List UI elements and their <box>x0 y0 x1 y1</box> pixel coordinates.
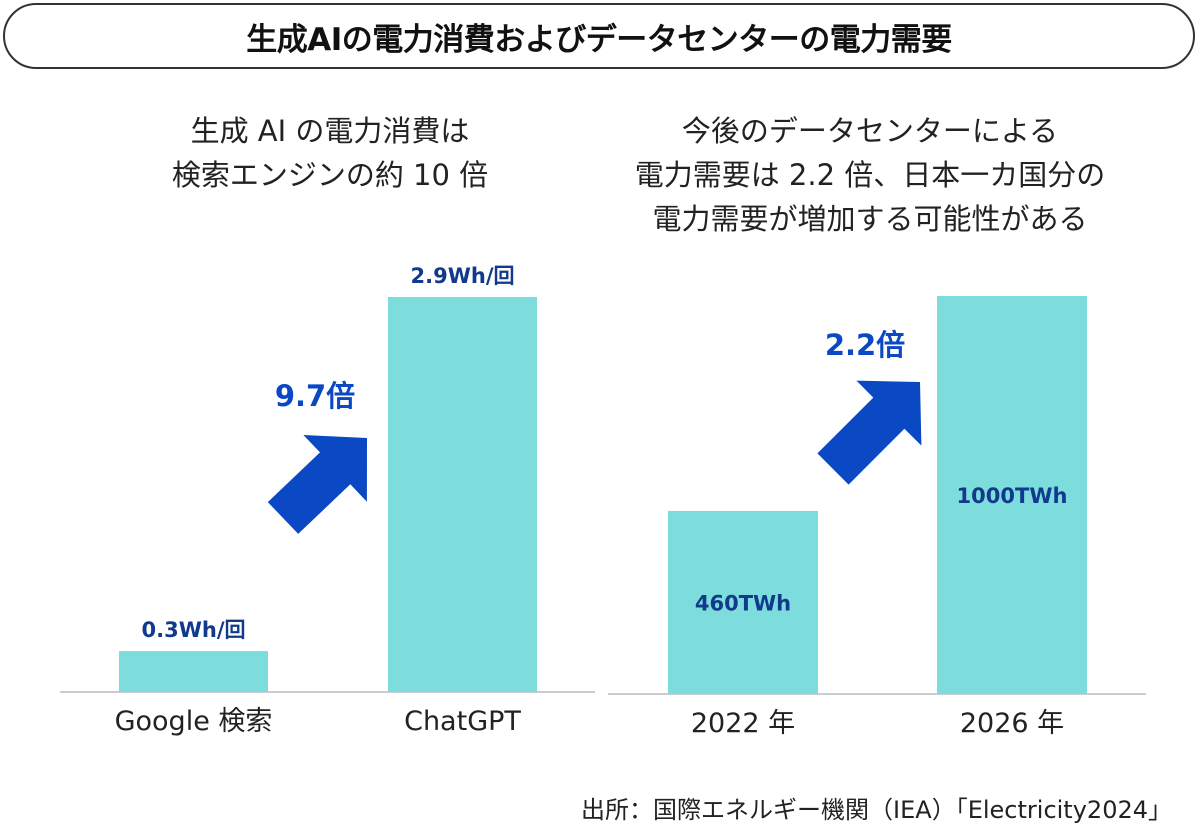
right-chart-heading: 今後のデータセンターによる 電力需要は 2.2 倍、日本一カ国分の 電力需要が増… <box>600 109 1140 241</box>
chart-1-value-label-2: 2.9Wh/回 <box>411 264 515 288</box>
left-chart-heading: 生成 AI の電力消費は 検索エンジンの約 10 倍 <box>60 109 600 197</box>
chart-2-category-label-1: 2022 年 <box>691 708 795 739</box>
chart-2-value-label-2: 1000TWh <box>957 484 1068 508</box>
chart-2-growth-label: 2.2倍 <box>825 328 905 362</box>
chart-1-growth-arrow-icon <box>267 435 367 534</box>
right-heading-line-1: 今後のデータセンターによる <box>681 114 1059 148</box>
chart-1-category-label-1: Google 検索 <box>115 706 273 737</box>
chart-1-category-label-2: ChatGPT <box>404 706 521 737</box>
chart-2-bar-2 <box>937 296 1087 694</box>
chart-2-value-label-1: 460TWh <box>695 591 791 615</box>
chart-1-growth-label: 9.7倍 <box>275 379 355 413</box>
chart-1-value-label-1: 0.3Wh/回 <box>142 618 246 642</box>
chart-title: 生成AIの電力消費およびデータセンターの電力需要 <box>3 3 1195 69</box>
right-heading-line-2: 電力需要は 2.2 倍、日本一カ国分の <box>634 158 1106 192</box>
left-heading-line-2: 検索エンジンの約 10 倍 <box>171 158 489 192</box>
left-heading-line-1: 生成 AI の電力消費は <box>190 114 470 148</box>
chart-1-bar-1 <box>119 651 268 692</box>
right-heading-line-3: 電力需要が増加する可能性がある <box>652 202 1088 236</box>
chart-2-category-label-2: 2026 年 <box>960 708 1064 739</box>
chart-2-growth-arrow-icon <box>817 380 922 485</box>
source-note: 出所：国際エネルギー機関（IEA）「Electricity2024」 <box>581 796 1172 824</box>
chart-1-bar-2 <box>388 297 537 692</box>
chart-2-bar-1 <box>668 510 818 694</box>
